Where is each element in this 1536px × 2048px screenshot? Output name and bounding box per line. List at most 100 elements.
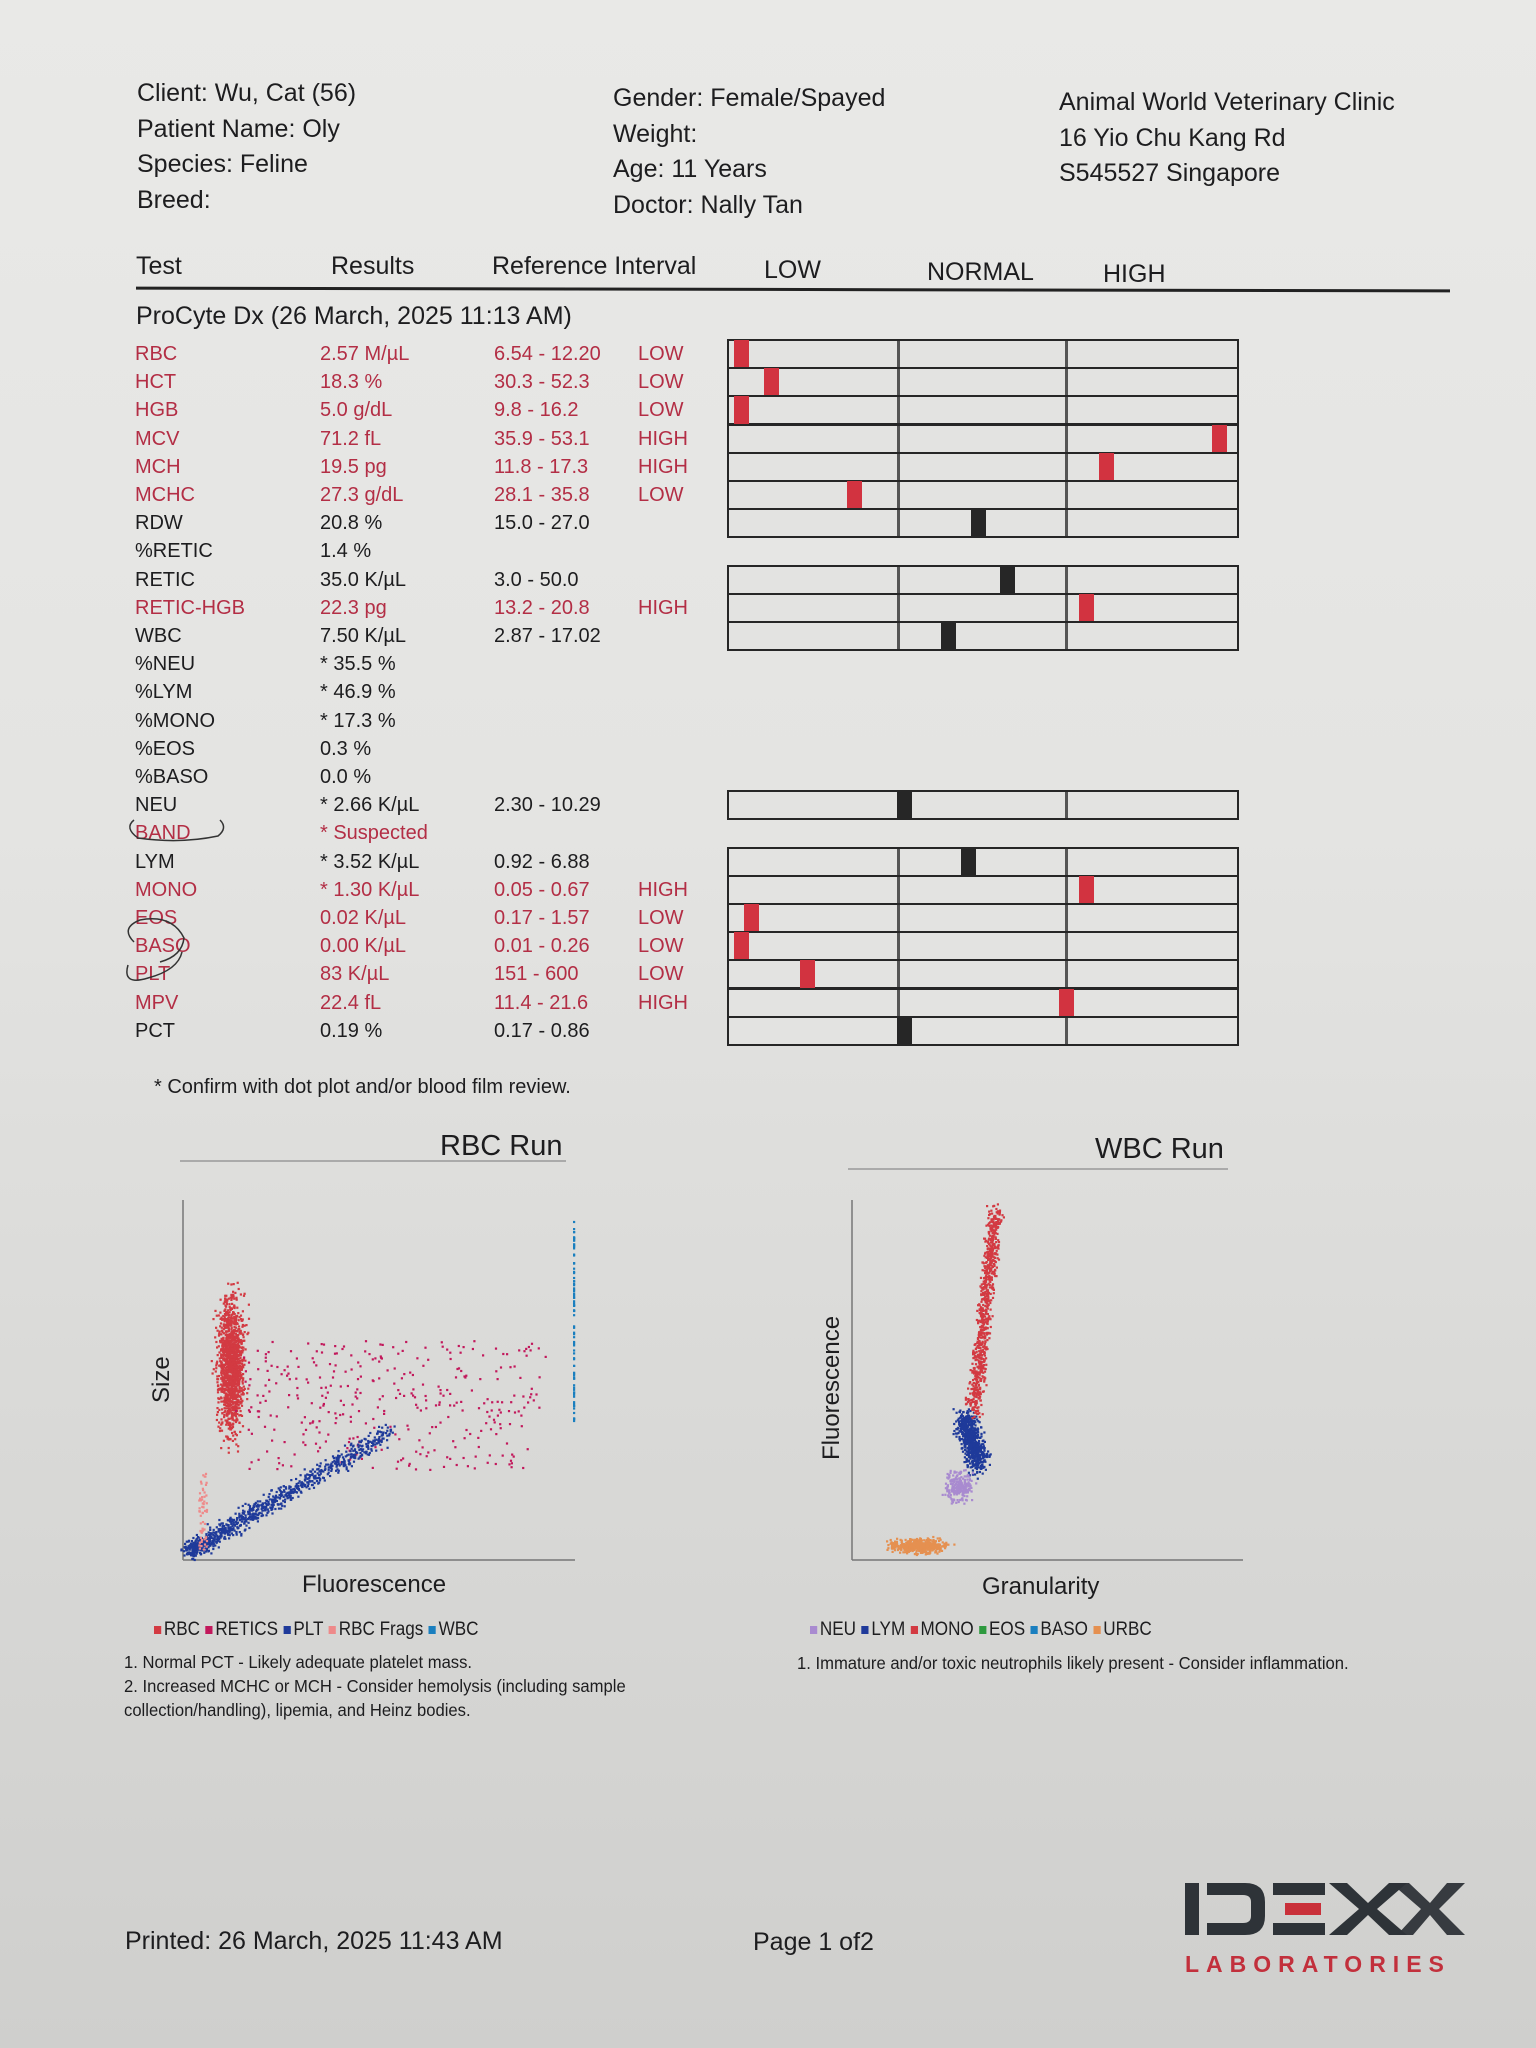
plt-dot — [337, 1469, 340, 1472]
plt-dot — [306, 1473, 309, 1476]
rbc-frag-dot — [201, 1529, 204, 1532]
plt-dot — [285, 1487, 288, 1490]
rbc-note: 1. Normal PCT - Likely adequate platelet… — [124, 1652, 473, 1672]
rbc-dot — [247, 1317, 251, 1320]
plt-dot — [299, 1474, 302, 1477]
lym-dot — [973, 1458, 976, 1461]
retic-dot — [454, 1446, 457, 1449]
retic-dot — [527, 1401, 530, 1404]
mono-dot — [983, 1237, 986, 1240]
lym-dot — [965, 1453, 968, 1456]
retic-dot — [327, 1433, 330, 1436]
rbc-dot — [224, 1353, 227, 1356]
mono-dot — [986, 1313, 989, 1316]
mono-dot — [984, 1251, 987, 1254]
rbc-dot — [239, 1352, 242, 1355]
rbc-dot — [224, 1314, 227, 1317]
rbc-dot — [234, 1389, 237, 1393]
mono-dot — [985, 1357, 988, 1360]
plt-dot — [270, 1506, 273, 1510]
rbc-dot — [236, 1346, 239, 1349]
retic-dot — [465, 1374, 468, 1377]
plt-dot — [194, 1554, 197, 1557]
rbc-dot — [241, 1364, 245, 1367]
plt-dot — [293, 1487, 296, 1491]
rbc-dot — [223, 1411, 226, 1414]
mono-dot — [979, 1285, 982, 1288]
rbc-frag-dot — [201, 1496, 204, 1499]
plt-dot — [213, 1536, 216, 1539]
lym-dot — [959, 1409, 962, 1412]
retic-dot — [419, 1409, 422, 1412]
retic-dot — [315, 1426, 318, 1429]
rbc-frag-dot — [202, 1503, 205, 1506]
urbc-dot — [916, 1537, 919, 1541]
lym-dot — [983, 1440, 986, 1443]
plt-dot — [243, 1521, 246, 1524]
lym-dot — [966, 1466, 969, 1469]
rbc-dot — [218, 1421, 221, 1424]
rbc-dot — [226, 1376, 229, 1379]
rbc-dot — [220, 1333, 223, 1336]
neu-dot — [975, 1482, 978, 1485]
retic-dot — [460, 1369, 463, 1373]
plt-dot — [191, 1544, 194, 1548]
test-name: RETIC — [135, 568, 195, 591]
rbc-dot — [232, 1368, 235, 1371]
urbc-dot — [897, 1547, 900, 1550]
retic-dot — [477, 1436, 480, 1439]
rbc-dot — [226, 1404, 229, 1407]
plt-dot — [287, 1491, 290, 1494]
retic-dot — [410, 1392, 413, 1395]
retic-dot — [507, 1410, 511, 1413]
mono-dot — [990, 1264, 993, 1267]
rbc-dot — [216, 1354, 219, 1357]
wbc-dot — [573, 1262, 576, 1265]
urbc-dot — [891, 1550, 894, 1553]
plt-dot — [337, 1450, 340, 1453]
retic-dot — [442, 1465, 446, 1468]
rbc-dot — [217, 1425, 220, 1428]
retic-dot — [346, 1447, 349, 1450]
rbc-dot — [217, 1397, 220, 1400]
plt-dot — [323, 1479, 326, 1482]
retic-dot — [349, 1458, 352, 1461]
wbc-dot — [573, 1220, 576, 1224]
plt-dot — [378, 1425, 381, 1428]
lym-dot — [976, 1445, 979, 1448]
rbc-dot — [247, 1387, 250, 1390]
retic-dot — [465, 1428, 468, 1432]
rbc-dot — [234, 1405, 237, 1408]
plt-dot — [259, 1500, 262, 1503]
plt-dot — [340, 1453, 343, 1456]
plt-dot — [337, 1461, 340, 1464]
rbc-dot — [232, 1369, 236, 1372]
rbc-dot — [219, 1427, 222, 1430]
rbc-dot — [216, 1385, 220, 1388]
rbc-dot — [232, 1339, 235, 1342]
mono-dot — [988, 1332, 992, 1335]
plt-dot — [228, 1531, 231, 1534]
urbc-dot — [902, 1547, 905, 1550]
mono-dot — [975, 1394, 978, 1397]
low-normal-divider — [897, 369, 900, 396]
rbc-dot — [232, 1401, 235, 1404]
plt-dot — [364, 1452, 367, 1455]
rbc-dot — [237, 1390, 240, 1393]
urbc-dot — [918, 1539, 921, 1542]
rbc-dot — [237, 1365, 240, 1368]
urbc-dot — [919, 1541, 922, 1544]
retic-dot — [422, 1364, 425, 1367]
plt-dot — [334, 1462, 337, 1465]
plt-dot — [318, 1470, 321, 1473]
mono-dot — [972, 1400, 975, 1403]
neu-dot — [965, 1475, 968, 1478]
rbc-dot — [223, 1382, 226, 1385]
plt-dot — [367, 1441, 370, 1445]
retic-dot — [416, 1357, 419, 1360]
mono-dot — [981, 1367, 984, 1370]
plt-dot — [324, 1459, 327, 1462]
plt-dot — [349, 1444, 352, 1447]
rbc-dot — [226, 1324, 229, 1327]
neu-dot — [952, 1488, 956, 1491]
